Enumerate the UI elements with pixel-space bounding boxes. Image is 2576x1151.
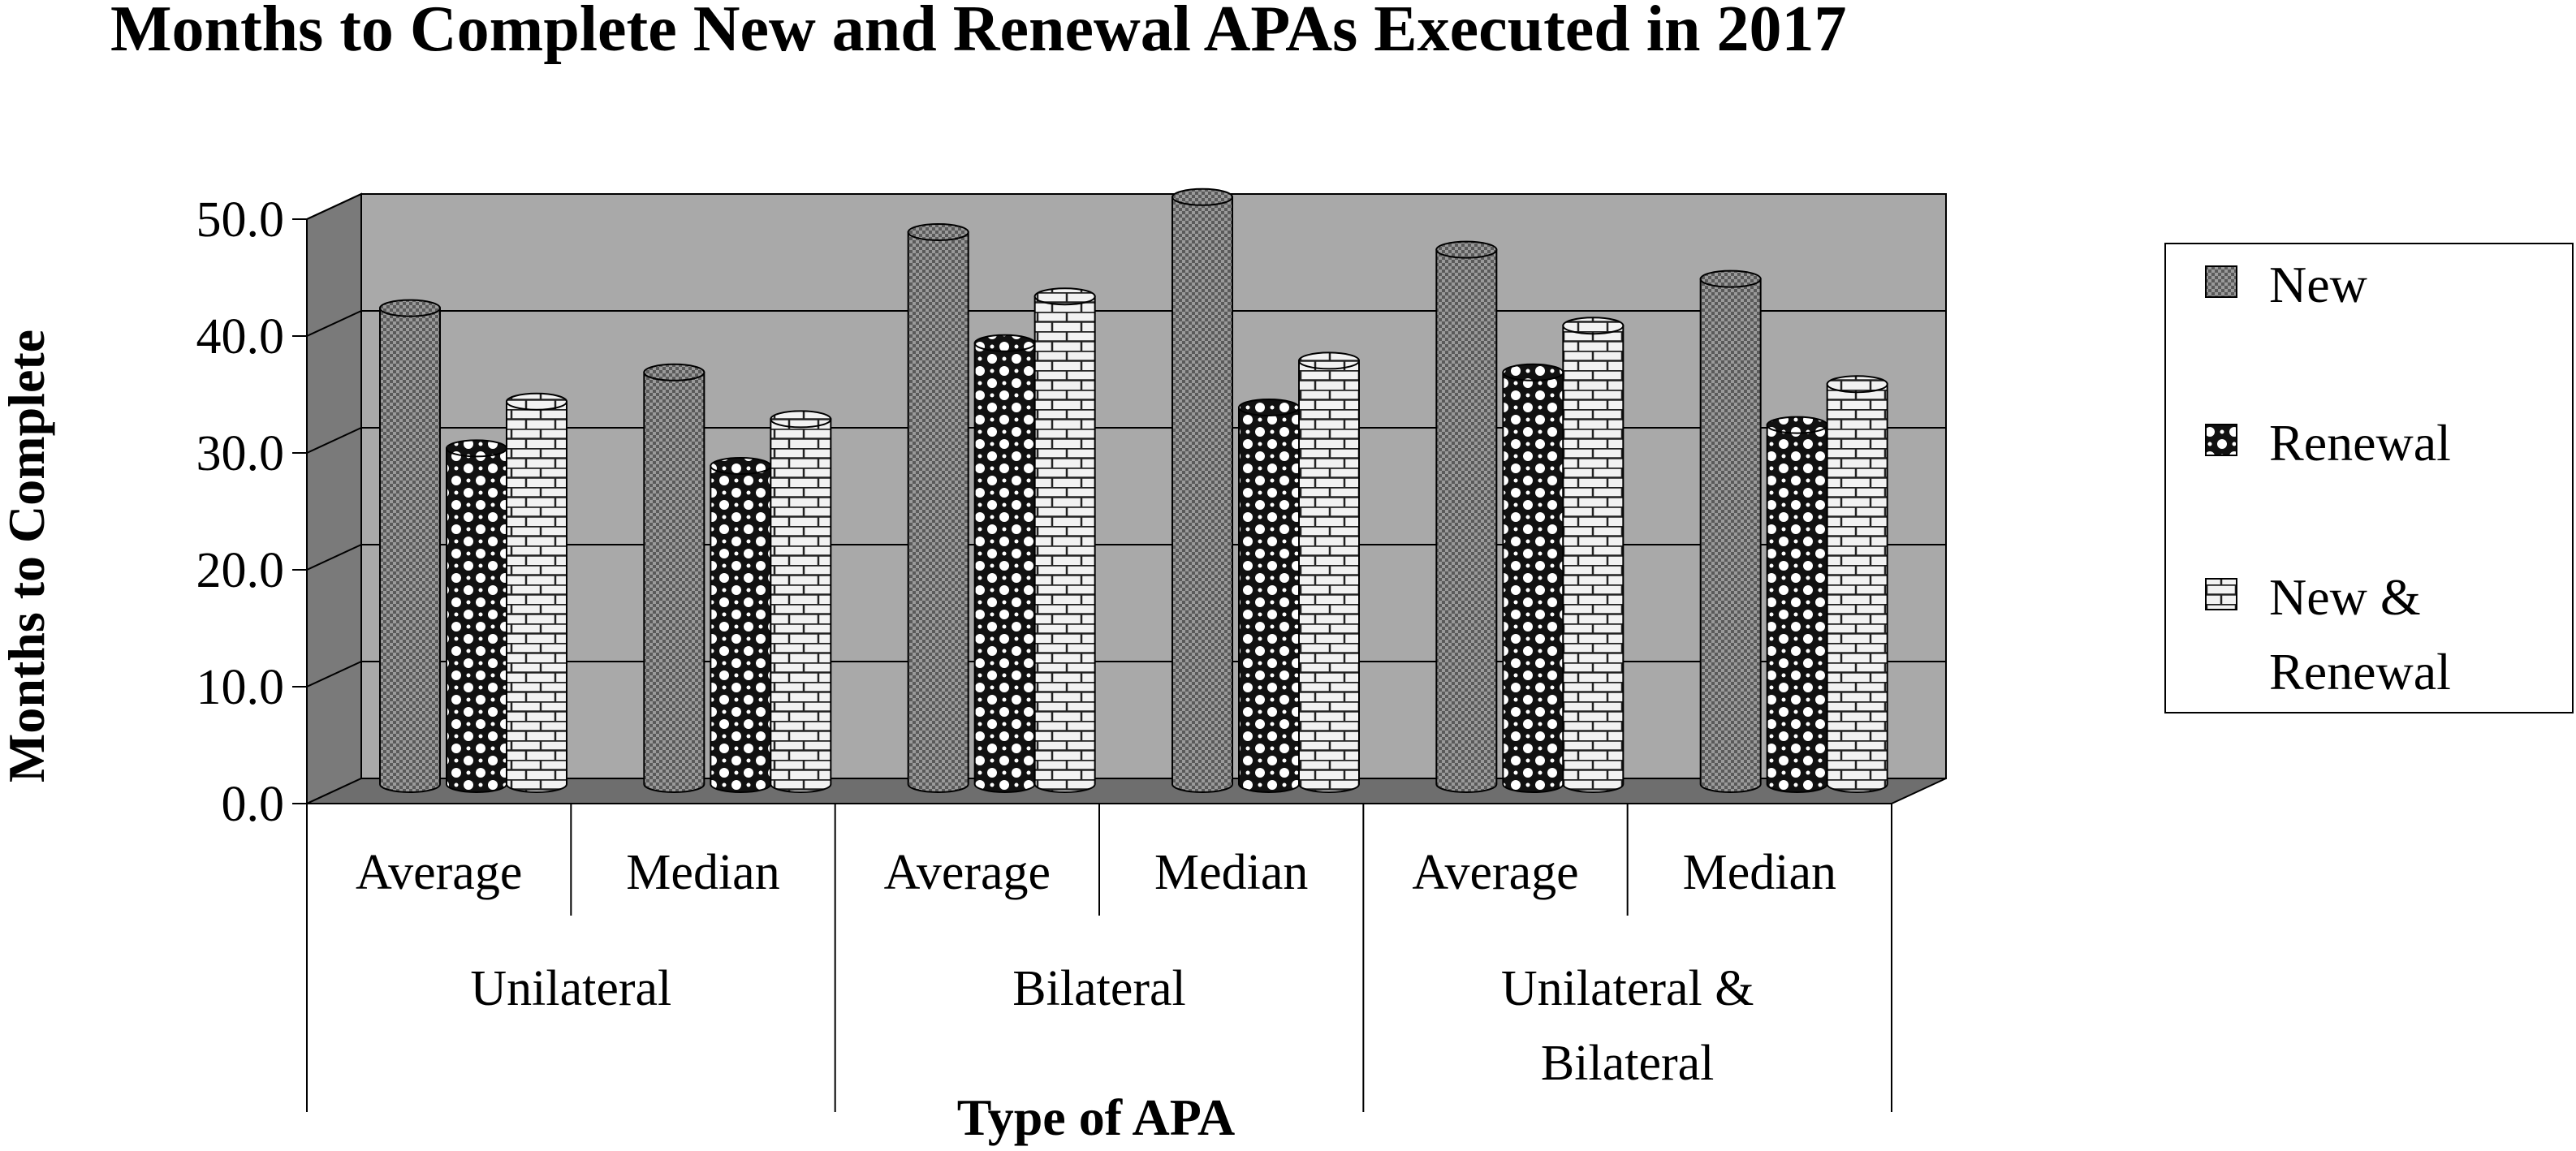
bar-top	[973, 334, 1036, 352]
bar-top	[379, 299, 441, 317]
bar-top	[1766, 416, 1828, 434]
bar-new	[1699, 269, 1762, 793]
bar-new-renewal	[1826, 375, 1888, 793]
bar-body	[1298, 360, 1360, 793]
legend: New Renewal New & Renewal	[2164, 243, 2574, 713]
bar-body	[1238, 407, 1300, 793]
bar-renewal	[446, 439, 507, 793]
gridline	[306, 427, 1946, 454]
bar-top	[770, 410, 832, 429]
bar-body	[379, 307, 441, 793]
y-tick-label: 30.0	[196, 426, 285, 481]
y-tick-label: 0.0	[222, 777, 285, 832]
bar-renewal	[1766, 416, 1828, 793]
y-tick-label: 40.0	[196, 309, 285, 364]
bar-top	[446, 439, 507, 458]
bar-top	[1435, 240, 1498, 259]
bar-body	[1766, 424, 1828, 793]
bar-renewal	[1238, 399, 1300, 793]
bar-new	[1435, 240, 1498, 793]
bar-top	[643, 363, 705, 382]
bar-body	[446, 447, 507, 793]
x-tick-label: Median	[626, 845, 779, 900]
bar-new	[907, 223, 969, 793]
y-axis-label: Months to Complete	[0, 330, 55, 782]
x-tick-label: Median	[1683, 845, 1836, 900]
bar-body	[1435, 248, 1498, 793]
bar-top	[1699, 269, 1762, 288]
chart-title: Months to Complete New and Renewal APAs …	[110, 0, 1846, 65]
bar-body	[973, 342, 1036, 793]
bar-top	[1033, 287, 1096, 306]
x-tick-label: Median	[1154, 845, 1308, 900]
y-tick-label: 50.0	[196, 192, 285, 248]
bar-body	[1171, 196, 1233, 793]
side-wall	[306, 192, 362, 805]
bar-new	[1171, 188, 1233, 793]
bar-new-renewal	[770, 410, 832, 793]
gridline	[306, 310, 1946, 337]
bar-new	[643, 363, 705, 793]
gridline	[306, 544, 1946, 571]
x-tick-label: Average	[884, 845, 1051, 900]
x-tick-label: Average	[356, 845, 522, 900]
bar-top	[1238, 399, 1300, 416]
bar-top	[1562, 317, 1625, 335]
bar-new-renewal	[1298, 351, 1360, 793]
back-wall	[360, 193, 1947, 779]
bar-body	[1562, 325, 1625, 793]
legend-label: Renewal	[2269, 414, 2451, 472]
bar-body	[1502, 371, 1564, 793]
bar-top	[1502, 363, 1564, 382]
bar-body	[770, 418, 832, 793]
bar-top	[1826, 375, 1888, 394]
bar-body	[710, 465, 772, 793]
gridline	[306, 661, 1946, 688]
bar-renewal	[710, 457, 772, 793]
legend-label: Renewal	[2269, 643, 2451, 701]
bar-top	[1298, 351, 1360, 370]
bar-top	[506, 392, 567, 411]
group-label: Unilateral	[470, 961, 671, 1016]
group-label: Bilateral	[1012, 961, 1185, 1016]
bar-body	[907, 231, 969, 793]
legend-label: New &	[2269, 568, 2421, 626]
bar-renewal	[973, 334, 1036, 793]
bar-body	[1699, 278, 1762, 793]
bar-top	[1171, 188, 1233, 206]
y-tick-label: 20.0	[196, 543, 285, 598]
bar-body	[1826, 383, 1888, 793]
bar-new-renewal	[506, 392, 567, 793]
bar-body	[1033, 295, 1096, 793]
y-tick-label: 10.0	[196, 660, 285, 715]
legend-label: New	[2269, 256, 2367, 313]
group-label: Bilateral	[1541, 1036, 1714, 1091]
legend-swatch	[2205, 265, 2237, 298]
group-label: Unilateral &	[1501, 961, 1754, 1016]
bar-renewal	[1502, 363, 1564, 793]
bar-top	[907, 223, 969, 241]
legend-swatch	[2205, 578, 2237, 610]
bar-top	[710, 457, 772, 475]
legend-box	[2164, 243, 2574, 713]
x-axis-label: Type of APA	[957, 1088, 1236, 1146]
gridline	[306, 193, 1946, 220]
bar-body	[506, 400, 567, 793]
bar-new-renewal	[1562, 317, 1625, 793]
legend-swatch	[2205, 424, 2237, 456]
plot-area: 0.0 10.0 20.0 30.0 40.0 50.0 Average Median Aver…	[196, 188, 1947, 1112]
bar-new-renewal	[1033, 287, 1096, 793]
bar-body	[643, 371, 705, 793]
bar-new	[379, 299, 441, 793]
x-tick-label: Average	[1412, 845, 1578, 900]
